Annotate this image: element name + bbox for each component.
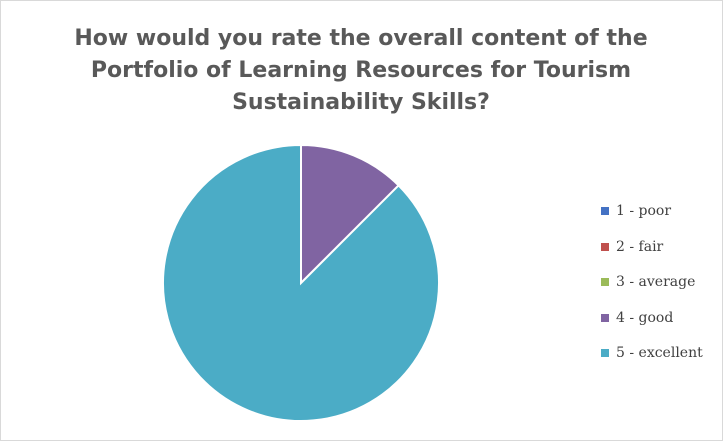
legend-item-poor: 1 - poor xyxy=(601,202,703,220)
legend-item-fair: 2 - fair xyxy=(601,238,703,256)
legend-label: 3 - average xyxy=(616,274,696,290)
legend-label: 4 - good xyxy=(616,309,674,326)
legend-item-average: 3 - average xyxy=(601,273,703,291)
chart-title: How would you rate the overall content o… xyxy=(74,26,648,115)
legend-swatch xyxy=(601,349,609,357)
legend-label: 2 - fair xyxy=(616,238,664,255)
legend-swatch xyxy=(601,278,609,286)
legend-item-good: 4 - good xyxy=(601,309,703,327)
pie-slice-excellent xyxy=(162,143,440,422)
legend-label: 5 - excellent xyxy=(616,345,703,361)
legend-swatch xyxy=(601,242,609,251)
chart-legend: 1 - poor 2 - fair 3 - average 4 - good 5 - e… xyxy=(601,202,703,380)
legend-item-excellent: 5 - excellent xyxy=(601,344,703,362)
legend-swatch xyxy=(601,207,609,215)
pie-slice-good xyxy=(300,143,400,286)
legend-swatch xyxy=(601,313,609,322)
legend-label: 1 - poor xyxy=(616,203,672,219)
